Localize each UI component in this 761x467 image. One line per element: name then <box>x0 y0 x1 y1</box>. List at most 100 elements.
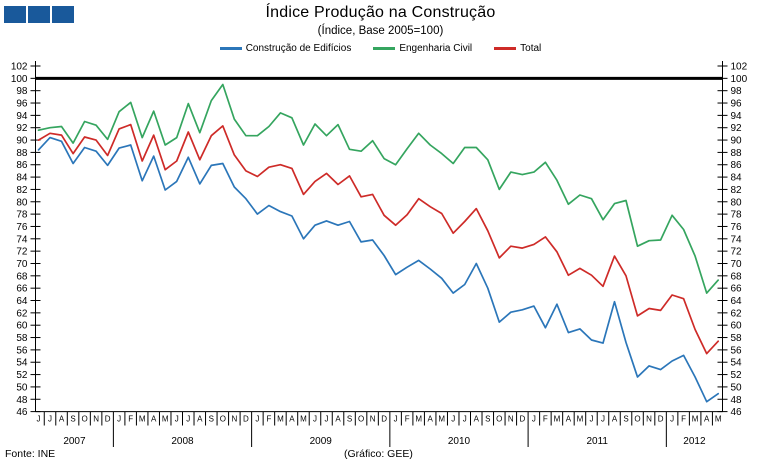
x-axis-month-label: A <box>335 415 341 424</box>
x-axis-year-label: 2009 <box>310 436 333 447</box>
y-axis-label-right: 70 <box>731 259 743 270</box>
x-axis-month-label: M <box>277 415 284 424</box>
logo <box>4 6 74 23</box>
x-axis-month-label: J <box>451 415 455 424</box>
x-axis-month-label: A <box>59 415 65 424</box>
x-axis-month-label: J <box>117 415 121 424</box>
x-axis-year-label: 2012 <box>683 436 706 447</box>
legend-line-swatch <box>373 47 396 50</box>
x-axis-year-label: 2008 <box>171 436 194 447</box>
x-axis-month-label: M <box>577 415 584 424</box>
legend-label: Total <box>520 43 542 54</box>
y-axis-label-right: 56 <box>731 345 743 356</box>
y-axis-label-right: 102 <box>731 62 748 73</box>
y-axis-label-right: 94 <box>731 111 743 122</box>
x-axis-month-label: O <box>220 415 226 424</box>
legend-line-swatch <box>494 47 517 50</box>
y-axis-label-left: 48 <box>16 395 28 406</box>
x-axis-month-label: N <box>231 415 237 424</box>
x-axis-month-label: A <box>704 415 710 424</box>
y-axis-label-right: 98 <box>731 86 743 97</box>
y-axis-label-left: 58 <box>16 333 28 344</box>
x-axis-month-label: N <box>93 415 99 424</box>
y-axis-label-right: 60 <box>731 321 743 332</box>
y-axis-label-right: 80 <box>731 197 743 208</box>
x-axis-month-label: J <box>48 415 52 424</box>
y-axis-label-left: 66 <box>16 284 28 295</box>
y-axis-label-right: 48 <box>731 395 743 406</box>
y-axis-label-right: 66 <box>731 284 743 295</box>
x-axis-month-label: A <box>612 415 618 424</box>
x-axis-month-label: S <box>485 415 490 424</box>
x-axis-month-label: J <box>255 415 259 424</box>
y-axis-label-right: 46 <box>731 407 743 418</box>
y-axis-label-left: 96 <box>16 99 28 110</box>
x-axis-year-label: 2007 <box>63 436 86 447</box>
y-axis-label-right: 64 <box>731 296 743 307</box>
y-axis-label-left: 78 <box>16 210 28 221</box>
x-axis-month-label: J <box>463 415 467 424</box>
x-axis-month-label: A <box>289 415 295 424</box>
y-axis-label-right: 78 <box>731 210 743 221</box>
x-axis-month-label: D <box>519 415 525 424</box>
legend-label: Construção de Edifícios <box>245 43 352 54</box>
y-axis-label-left: 52 <box>16 370 28 381</box>
y-axis-label-left: 50 <box>16 382 28 393</box>
x-axis-month-label: J <box>313 415 317 424</box>
y-axis-label-left: 76 <box>16 222 28 233</box>
series-line-construcao-de-edificios <box>37 136 720 403</box>
x-axis-month-label: J <box>394 415 398 424</box>
legend-item-construcao-de-edificios: Construção de Edifícios <box>219 43 352 54</box>
logo-square <box>28 6 50 23</box>
y-axis-label-left: 72 <box>16 247 28 258</box>
x-axis-month-label: S <box>347 415 352 424</box>
x-axis-month-label: A <box>566 415 572 424</box>
x-axis-month-label: D <box>243 415 249 424</box>
x-axis-month-label: F <box>543 415 548 424</box>
x-axis-month-label: D <box>658 415 664 424</box>
x-axis-month-label: J <box>601 415 605 424</box>
y-axis-label-right: 100 <box>731 74 748 85</box>
y-axis-label-right: 72 <box>731 247 743 258</box>
x-axis-month-label: M <box>554 415 561 424</box>
x-axis-month-label: J <box>325 415 329 424</box>
y-axis-label-left: 80 <box>16 197 28 208</box>
x-axis-month-label: D <box>105 415 111 424</box>
y-axis-label-left: 84 <box>16 173 28 184</box>
y-axis-label-left: 54 <box>16 358 28 369</box>
x-axis-month-label: A <box>197 415 203 424</box>
x-axis-month-label: F <box>128 415 133 424</box>
y-axis-label-left: 70 <box>16 259 28 270</box>
x-axis-month-label: J <box>589 415 593 424</box>
x-axis-month-label: M <box>139 415 146 424</box>
x-axis-month-label: N <box>508 415 514 424</box>
x-axis-month-label: M <box>415 415 422 424</box>
y-axis-label-left: 94 <box>16 111 28 122</box>
logo-square <box>52 6 74 23</box>
x-axis-month-label: F <box>405 415 410 424</box>
x-axis-month-label: M <box>438 415 445 424</box>
legend-item-total: Total <box>494 43 541 54</box>
y-axis-label-right: 86 <box>731 160 743 171</box>
y-axis-label-left: 92 <box>16 123 28 134</box>
legend-item-engenharia-civil: Engenharia Civil <box>373 43 472 54</box>
x-axis-month-label: J <box>670 415 674 424</box>
x-axis-month-label: O <box>81 415 87 424</box>
y-axis-label-right: 82 <box>731 185 743 196</box>
y-axis-label-right: 96 <box>731 99 743 110</box>
x-axis-month-label: N <box>646 415 652 424</box>
y-axis-label-left: 64 <box>16 296 28 307</box>
x-axis-month-label: J <box>532 415 536 424</box>
x-axis-month-label: J <box>175 415 179 424</box>
y-axis-label-right: 74 <box>731 234 743 245</box>
x-axis-year-label: 2010 <box>448 436 471 447</box>
legend: Construção de Edifícios Engenharia Civil… <box>0 43 761 54</box>
series-line-engenharia-civil <box>37 83 720 294</box>
y-axis-label-left: 74 <box>16 234 28 245</box>
y-axis-label-right: 68 <box>731 271 743 282</box>
x-axis-month-label: O <box>496 415 502 424</box>
legend-label: Engenharia Civil <box>399 43 473 54</box>
chart-title: Índice Produção na Construção <box>265 4 496 21</box>
x-axis-month-label: S <box>70 415 75 424</box>
